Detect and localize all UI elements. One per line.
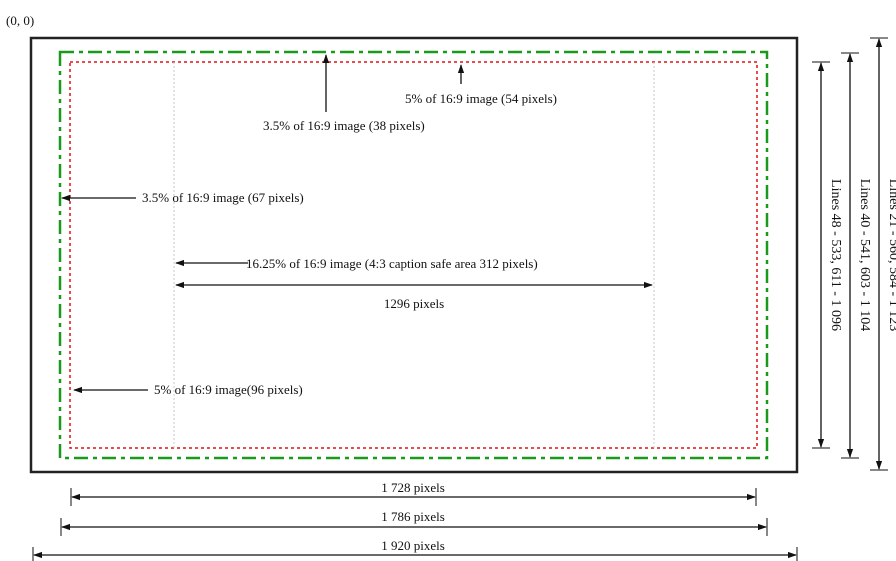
action-safe-width-label: 1 786 pixels — [381, 509, 445, 524]
action-safe-frame — [58, 50, 769, 460]
side-title-safe-label: 5% of 16:9 image(96 pixels) — [154, 382, 303, 397]
top-action-safe-label: 3.5% of 16:9 image (38 pixels) — [263, 118, 425, 133]
title-safe-lines-label: Lines 48 - 533, 611 - 1 096 — [828, 179, 843, 331]
side-action-safe-label: 3.5% of 16:9 image (67 pixels) — [142, 190, 304, 205]
title-safe-frame — [69, 61, 758, 449]
top-title-safe-label: 5% of 16:9 image (54 pixels) — [405, 91, 557, 106]
caption-width-label: 1296 pixels — [384, 296, 444, 311]
title-safe-width-label: 1 728 pixels — [381, 480, 445, 495]
origin-label: (0, 0) — [6, 13, 34, 28]
action-safe-lines-label: Lines 40 - 541, 603 - 1 104 — [857, 179, 872, 331]
full-lines-label: Lines 21 - 560, 584 - 1 123 — [886, 179, 896, 331]
full-frame — [29, 36, 799, 474]
full-width-label: 1 920 pixels — [381, 538, 445, 553]
caption-safe-label: 16.25% of 16:9 image (4:3 caption safe a… — [246, 256, 538, 271]
